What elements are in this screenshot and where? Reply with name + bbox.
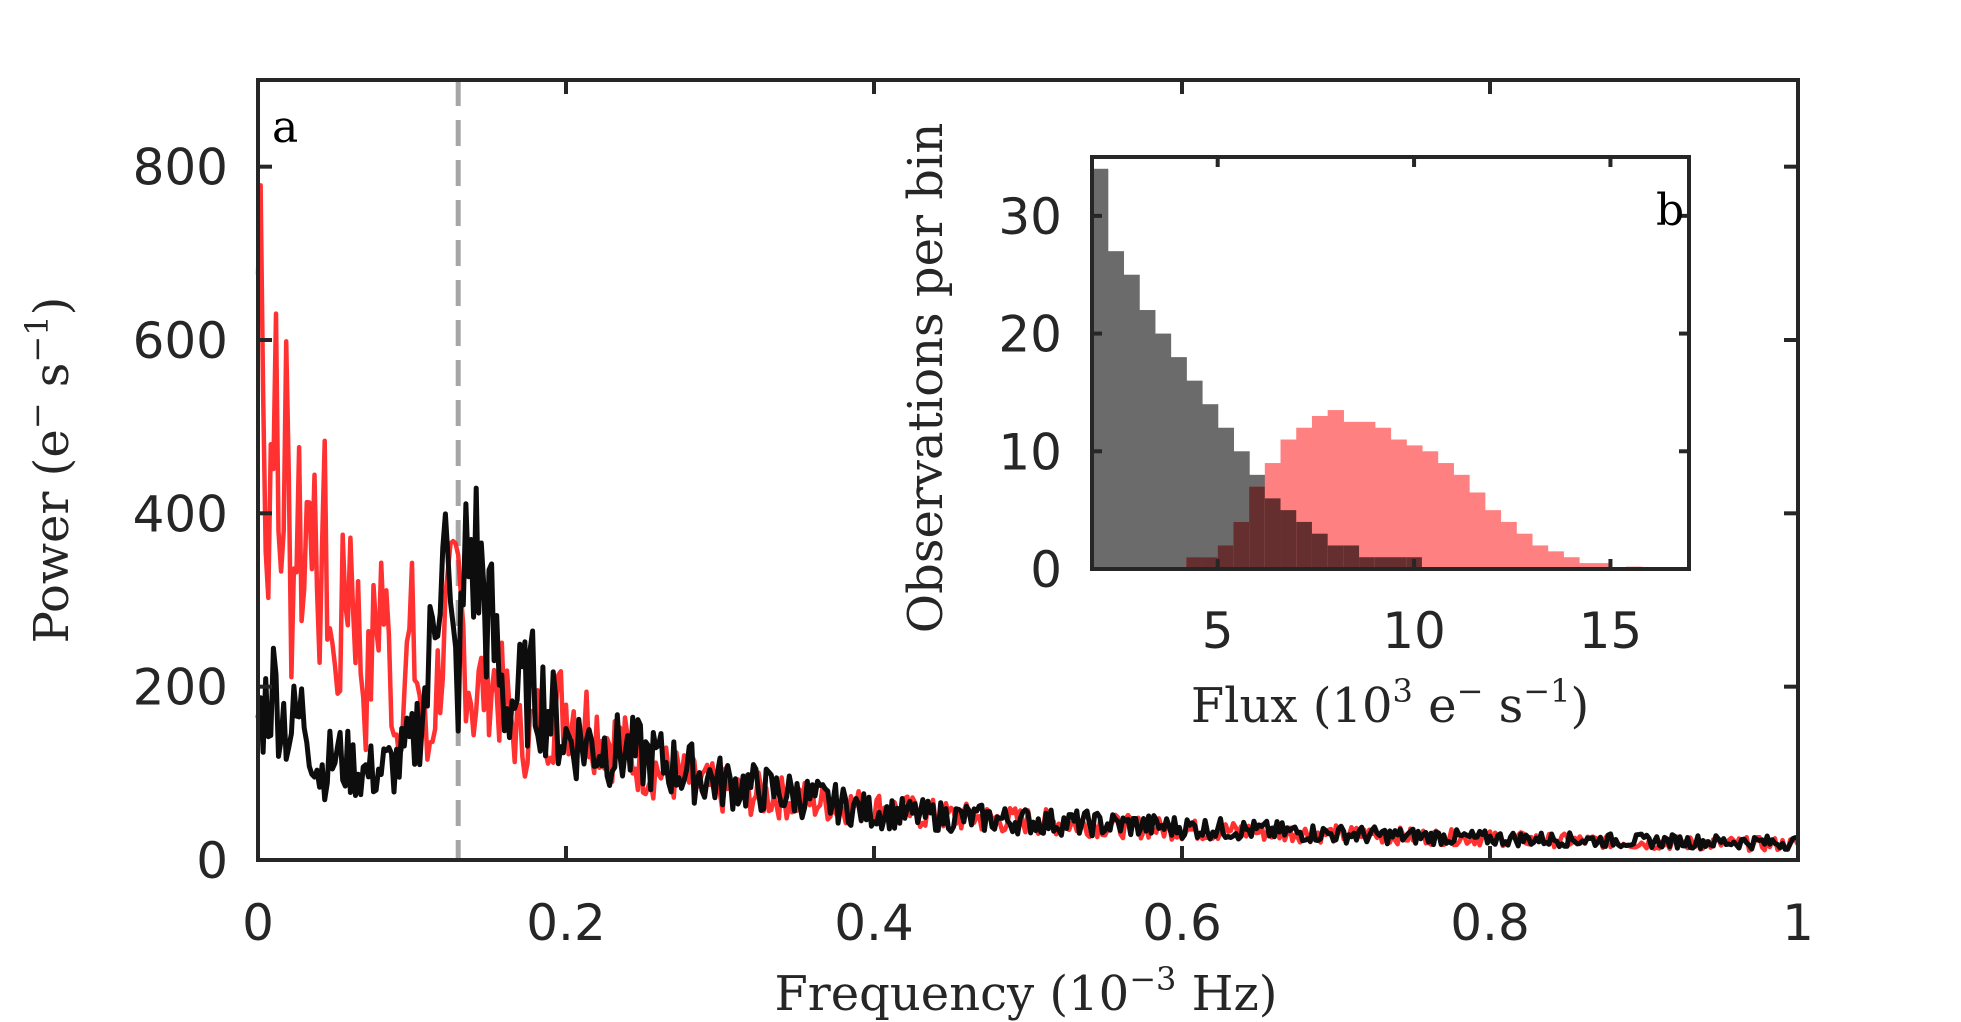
hist-bar-overlap [1327,545,1344,569]
inset-x-tick-label: 5 [1202,602,1234,660]
panel-b-frame [1090,155,1691,571]
histogram-bars [1092,168,1643,569]
hist-bar-overlap [1249,486,1266,569]
hist-bar-red [1421,451,1439,569]
x-tick-label: 0.8 [1450,894,1530,952]
hist-bar-red [1516,533,1533,569]
y-tick-label: 0 [196,832,228,890]
hist-bar-overlap [1233,521,1250,569]
hist-bar-overlap [1186,557,1203,569]
panel-a-frame [256,78,1800,862]
hist-bar-overlap [1390,557,1407,569]
panel-b-y-tick-labels: 0 10 20 30 [998,188,1062,599]
inset-y-tick-label: 20 [998,306,1062,364]
hist-bar-red [1563,557,1580,569]
hist-bar-overlap [1343,545,1360,569]
x-tick-label: 0.4 [834,894,914,952]
hist-bar-red [1484,510,1502,569]
y-tick-label: 800 [133,139,228,197]
hist-bar-black [1186,380,1203,569]
hist-bar-black [1092,168,1109,569]
x-tick-label: 0.6 [1142,894,1222,952]
hist-bar-overlap [1374,557,1392,569]
panel-a-ticks [256,80,1800,862]
inset-y-tick-label: 30 [998,188,1062,246]
hist-bar-red [1359,421,1376,569]
hist-bar-overlap [1201,557,1219,569]
hist-bar-red [1453,474,1470,569]
x-tick-label: 0 [242,894,274,952]
panel-b-x-axis-title: Flux (103 e− s−1) [1191,672,1589,734]
hist-bar-red [1469,492,1486,569]
hist-bar-red [1327,410,1344,569]
power-spectrum-series [255,183,1800,853]
panel-a-y-axis-title: Power (e− s−1) [18,297,80,644]
hist-bar-red [1579,563,1596,569]
panel-a-x-tick-labels: 0 0.2 0.4 0.6 0.8 1 [242,894,1814,952]
panel-b-flux-histogram: 5 10 15 0 10 20 30 b Flux (103 e− s−1) Observ… [898,123,1691,734]
x-tick-label: 0.2 [526,894,606,952]
inset-x-tick-label: 10 [1382,602,1446,660]
hist-bar-overlap [1217,545,1234,569]
hist-bar-black [1107,251,1125,569]
panel-a-y-tick-labels: 0 200 400 600 800 [133,139,228,890]
panel-b-x-tick-labels: 5 10 15 [1202,602,1642,660]
hist-bar-overlap [1264,498,1282,569]
inset-x-tick-label: 15 [1579,602,1643,660]
hist-bar-black [1201,404,1219,569]
hist-bar-red [1343,421,1360,569]
inset-y-tick-label: 10 [998,423,1062,481]
hist-bar-red [1547,551,1564,569]
hist-bar-overlap [1311,533,1329,569]
hist-bar-black [1123,274,1140,569]
y-tick-label: 200 [133,659,228,717]
hist-bar-red [1390,439,1407,569]
y-tick-label: 600 [133,312,228,370]
hist-bar-black [1170,357,1187,569]
hist-bar-black [1154,333,1172,569]
hist-bar-red [1594,563,1612,569]
y-tick-label: 400 [133,485,228,543]
hist-bar-overlap [1296,521,1313,569]
inset-y-tick-label: 0 [1030,541,1062,599]
hist-bar-overlap [1280,510,1297,569]
series-line-black [255,485,1799,852]
x-tick-label: 1 [1782,894,1814,952]
panel-b-ticks [1092,157,1689,571]
hist-bar-red [1531,545,1549,569]
panel-b-label: b [1656,185,1684,236]
hist-bar-overlap [1359,557,1376,569]
panel-a-label: a [272,102,298,153]
panel-a-x-axis-title: Frequency (10−3 Hz) [775,960,1278,1022]
hist-bar-red [1406,445,1423,569]
hist-bar-red [1311,415,1329,569]
hist-bar-black [1139,310,1156,569]
hist-bar-red [1500,521,1517,569]
panel-b-y-axis-title: Observations per bin [898,123,954,633]
hist-bar-red [1437,463,1454,569]
hist-bar-black [1217,427,1234,569]
hist-bar-red [1374,427,1392,569]
